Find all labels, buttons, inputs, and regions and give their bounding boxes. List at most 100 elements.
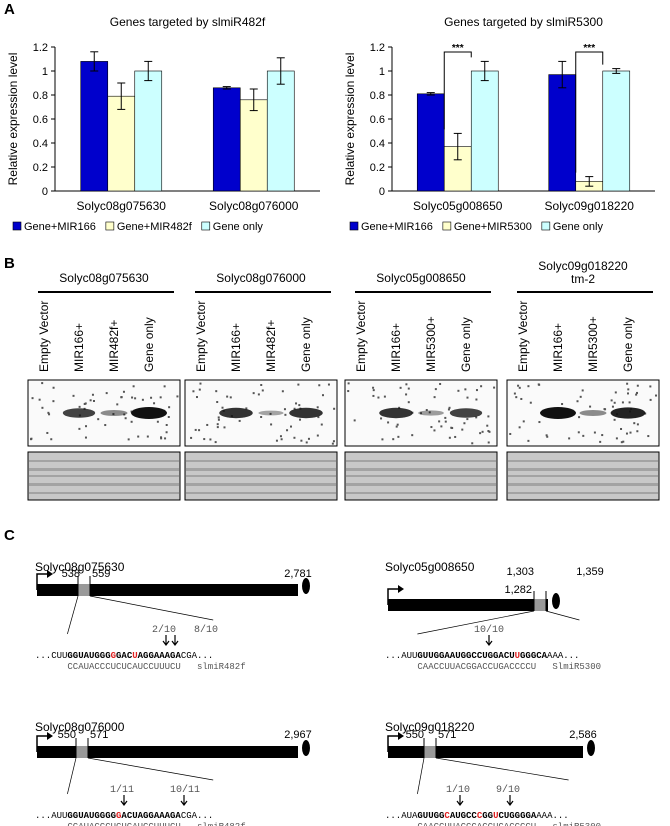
speckle — [546, 435, 549, 438]
speckle — [444, 420, 447, 423]
speckle — [649, 398, 652, 401]
speckle — [381, 438, 384, 441]
gene-name: Solyc09g018220 — [385, 720, 475, 734]
speckle — [194, 428, 197, 431]
speckle — [153, 402, 156, 405]
protein-band — [418, 410, 444, 416]
speckle — [284, 413, 287, 416]
speckle — [190, 436, 193, 439]
speckle — [515, 396, 518, 399]
chart-title: Genes targeted by slmiR5300 — [444, 15, 603, 29]
speckle — [269, 412, 272, 415]
speckle — [480, 385, 483, 388]
blot-gene: tm-2 — [571, 272, 595, 286]
gel-stripe — [508, 483, 658, 486]
speckle — [513, 392, 516, 395]
speckle — [52, 400, 55, 403]
speckle — [137, 435, 140, 438]
speckle — [116, 403, 119, 406]
mirna-name: slmiR482f — [197, 662, 246, 672]
speckle — [146, 435, 149, 438]
sequence-part: U — [515, 651, 520, 661]
speckle — [89, 399, 92, 402]
speckle — [576, 400, 579, 403]
speckle — [635, 393, 638, 396]
gel-stripe — [186, 483, 336, 486]
lane-label: Empty Vector — [194, 301, 208, 372]
speckle — [168, 406, 171, 409]
speckle — [176, 395, 179, 398]
speckle — [601, 434, 604, 437]
speckle — [649, 385, 652, 388]
speckle — [487, 430, 490, 433]
lane-label: MIR166+ — [72, 323, 86, 372]
speckle — [260, 383, 263, 386]
gel-stripe — [508, 475, 658, 477]
gel-stripe — [346, 460, 496, 462]
gene-name: Solyc08g075630 — [35, 560, 125, 574]
speckle — [579, 395, 582, 398]
speckle — [621, 401, 624, 404]
speckle — [627, 388, 630, 391]
speckle — [299, 418, 302, 421]
position-label: 550 — [58, 729, 76, 741]
speckle — [593, 431, 596, 434]
cleavage-fraction: 10/11 — [170, 784, 200, 796]
speckle — [487, 441, 490, 444]
gene-name: Solyc05g008650 — [385, 560, 475, 574]
speckle — [318, 384, 321, 387]
cleavage-arrow — [506, 795, 514, 806]
protein-band — [379, 407, 413, 419]
sequence-part: G — [111, 651, 116, 661]
speckle — [471, 442, 474, 445]
speckle — [599, 440, 602, 443]
speckle — [372, 389, 375, 392]
mirna-sequence: CCAUACCCUCUCAUCCUUUCU — [67, 662, 180, 672]
speckle — [430, 426, 433, 429]
sequence-part: ...AUA — [385, 811, 418, 821]
speckle — [464, 388, 467, 391]
speckle — [297, 383, 300, 386]
bar — [602, 70, 631, 192]
mirna-sequence: CAACCUUACGGACCUGACCCCU — [417, 662, 536, 672]
speckle — [31, 397, 34, 400]
legend-swatch — [105, 221, 115, 231]
sequence-part: AAA... — [547, 651, 579, 661]
speckle — [78, 405, 81, 408]
speckle — [518, 426, 521, 429]
sequence-part: AUGCC — [450, 811, 478, 821]
gel-stripe — [508, 492, 658, 494]
cleavage-fraction: 8/10 — [194, 624, 218, 636]
speckle — [577, 431, 580, 434]
position-label: 571 — [438, 729, 456, 741]
speckle — [380, 417, 383, 420]
lane-label: MIR166+ — [389, 323, 403, 372]
speckle — [493, 386, 496, 389]
gene-bar — [388, 599, 548, 611]
speckle — [475, 389, 478, 392]
y-tick-label: 0.2 — [33, 162, 48, 174]
gel-stripe — [346, 475, 496, 477]
protein-band — [610, 407, 646, 419]
terminator — [302, 578, 310, 594]
speckle — [245, 407, 248, 410]
sequence-part: C — [477, 811, 483, 821]
gel-stripe — [186, 468, 336, 471]
legend-swatch — [442, 221, 452, 231]
speckle — [72, 394, 75, 397]
speckle — [238, 419, 241, 422]
sequence-part: CUGGGGA — [498, 811, 536, 821]
speckle — [165, 431, 168, 434]
cleavage-arrow — [456, 795, 464, 806]
speckle — [216, 401, 219, 404]
speckle — [47, 411, 50, 414]
speckle — [568, 437, 571, 440]
speckle — [633, 422, 636, 425]
speckle — [636, 384, 639, 387]
protein-band — [579, 410, 607, 416]
speckle — [52, 386, 55, 389]
speckle — [38, 398, 41, 401]
position-label: 1,359 — [576, 566, 604, 578]
speckle — [438, 420, 441, 423]
